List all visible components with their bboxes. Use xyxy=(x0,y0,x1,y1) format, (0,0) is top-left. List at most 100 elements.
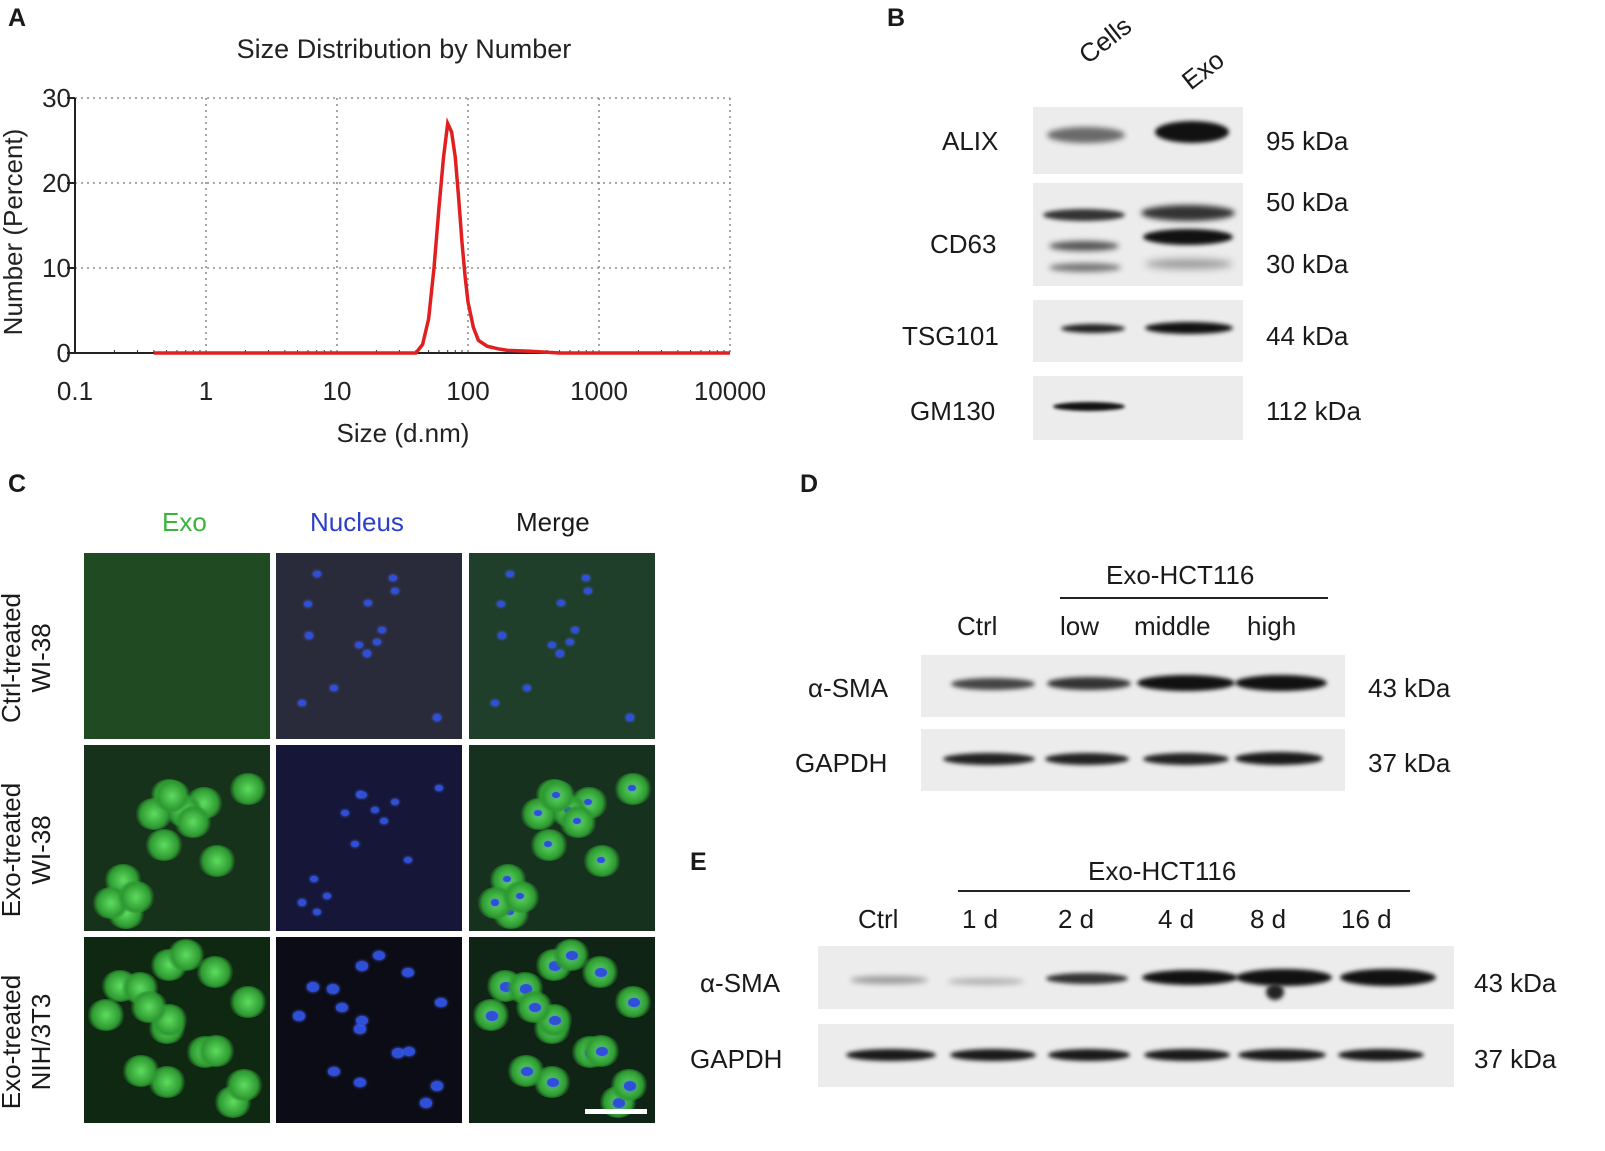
mw-label-cd63-lower: 30 kDa xyxy=(1266,249,1349,279)
lane-label-4d: 4 d xyxy=(1158,904,1195,934)
nucleus-dot xyxy=(556,599,565,607)
micrograph-exo-wi38-exo xyxy=(84,745,270,931)
group-label-d: Exo-HCT116 xyxy=(1106,560,1255,590)
band xyxy=(1047,677,1131,690)
nucleus-dot xyxy=(595,1046,608,1057)
blot-gapdh-d xyxy=(921,729,1345,791)
group-bracket-d xyxy=(1060,597,1328,599)
band xyxy=(1143,753,1229,765)
nucleus-dot xyxy=(372,950,385,961)
band xyxy=(948,978,1024,985)
lane-label-low: low xyxy=(1060,611,1100,641)
nucleus-dot xyxy=(516,892,525,900)
nucleus-dot xyxy=(549,1015,562,1026)
nucleus-dot xyxy=(298,700,307,707)
band xyxy=(1238,1049,1326,1061)
blot-alix xyxy=(1033,107,1243,174)
nucleus-dot xyxy=(552,791,561,799)
nucleus-dot xyxy=(419,1098,432,1108)
x-tick-label: 10000 xyxy=(694,376,766,406)
nucleus-dot xyxy=(597,856,606,864)
band xyxy=(1145,322,1233,334)
nucleus-dot xyxy=(497,601,505,608)
group-bracket-e xyxy=(958,890,1410,892)
band xyxy=(1266,984,1284,1000)
blot-cd63 xyxy=(1033,183,1243,286)
cell-body xyxy=(130,990,169,1023)
nucleus-dot xyxy=(328,1066,341,1077)
lane-label-1d: 1 d xyxy=(962,904,999,934)
nucleus-dot xyxy=(435,784,444,791)
row-label-line1: Exo-treated xyxy=(0,782,26,918)
lane-label-ctrl: Ctrl xyxy=(957,611,998,641)
band xyxy=(1340,969,1436,986)
blot-tsg101 xyxy=(1033,300,1243,362)
lane-label-2d: 2 d xyxy=(1058,904,1095,934)
lane-label-ctrl-e: Ctrl xyxy=(858,904,899,934)
nucleus-dot xyxy=(354,1024,367,1034)
mw-label-gapdh-e: 37 kDa xyxy=(1474,1044,1557,1074)
panel-label-d: D xyxy=(800,470,819,498)
blot-asma-e xyxy=(818,946,1454,1009)
nucleus-dot xyxy=(628,997,640,1008)
chart-title: Size Distribution by Number xyxy=(237,34,572,64)
cell-body xyxy=(174,805,213,838)
protein-label-asma-d: α-SMA xyxy=(808,673,889,703)
band xyxy=(1061,324,1125,333)
nucleus-dot xyxy=(506,570,515,578)
series-line xyxy=(153,117,730,355)
protein-label-tsg101: TSG101 xyxy=(902,321,999,351)
panel-label-a: A xyxy=(8,4,27,32)
nucleus-dot xyxy=(380,817,389,825)
row-label-ctrl-wi38: Ctrl-treated WI-38 xyxy=(0,568,56,748)
nucleus-dot xyxy=(548,641,557,649)
nucleus-dot xyxy=(392,1047,405,1058)
nucleus-dot xyxy=(351,840,360,848)
mw-label-asma-e: 43 kDa xyxy=(1474,968,1557,998)
band xyxy=(1142,970,1238,985)
lane-label-16d: 16 d xyxy=(1341,904,1392,934)
nucleus-dot xyxy=(362,650,371,657)
blot-asma-d xyxy=(921,655,1345,717)
panel-label-b: B xyxy=(887,4,906,32)
band xyxy=(1143,229,1233,245)
cell-body xyxy=(122,1054,161,1087)
nucleus-dot xyxy=(298,899,307,906)
nucleus-dot xyxy=(363,599,372,607)
size-distribution-chart: Size Distribution by Number 0.1 1 10 100 100… xyxy=(0,34,766,448)
cell-body xyxy=(196,1034,235,1067)
nucleus-dot xyxy=(323,892,332,900)
nucleus-dot xyxy=(555,650,564,657)
band xyxy=(950,1049,1036,1061)
y-tick-label: 30 xyxy=(42,83,71,113)
nucleus-dot xyxy=(583,587,592,595)
nucleus-dot xyxy=(312,908,321,916)
band xyxy=(1053,402,1125,411)
nucleus-dot xyxy=(570,627,579,634)
band xyxy=(1236,969,1332,986)
nucleus-dot xyxy=(486,1011,499,1021)
nucleus-dot xyxy=(491,899,500,906)
row-label-exo-nih3t3: Exo-treated NIH/3T3 xyxy=(0,952,56,1132)
nucleus-dot xyxy=(377,627,386,634)
band xyxy=(1137,675,1235,691)
lane-label-cells: Cells xyxy=(1073,10,1138,70)
band xyxy=(1338,1049,1424,1061)
y-tick-label: 0 xyxy=(57,338,71,368)
nucleus-dot xyxy=(356,961,369,971)
lane-label-middle: middle xyxy=(1134,611,1211,641)
x-tick-label: 10 xyxy=(323,376,352,406)
nucleus-dot xyxy=(304,632,313,639)
nucleus-dot xyxy=(401,967,414,978)
chart-ticks: 0.1 1 10 100 1000 10000 0 10 20 30 xyxy=(42,83,766,406)
band xyxy=(1046,973,1128,984)
nucleus-dot xyxy=(354,1077,367,1088)
mw-label-cd63-upper: 50 kDa xyxy=(1266,187,1349,217)
nucleus-dot xyxy=(547,1077,560,1088)
nucleus-dot xyxy=(373,639,382,646)
cell-body xyxy=(117,880,156,913)
nucleus-dot xyxy=(359,791,368,799)
row-label-line2: WI-38 xyxy=(26,815,56,885)
micrograph-exo-wi38-nucleus xyxy=(276,745,462,931)
mw-label-gapdh-d: 37 kDa xyxy=(1368,748,1451,778)
